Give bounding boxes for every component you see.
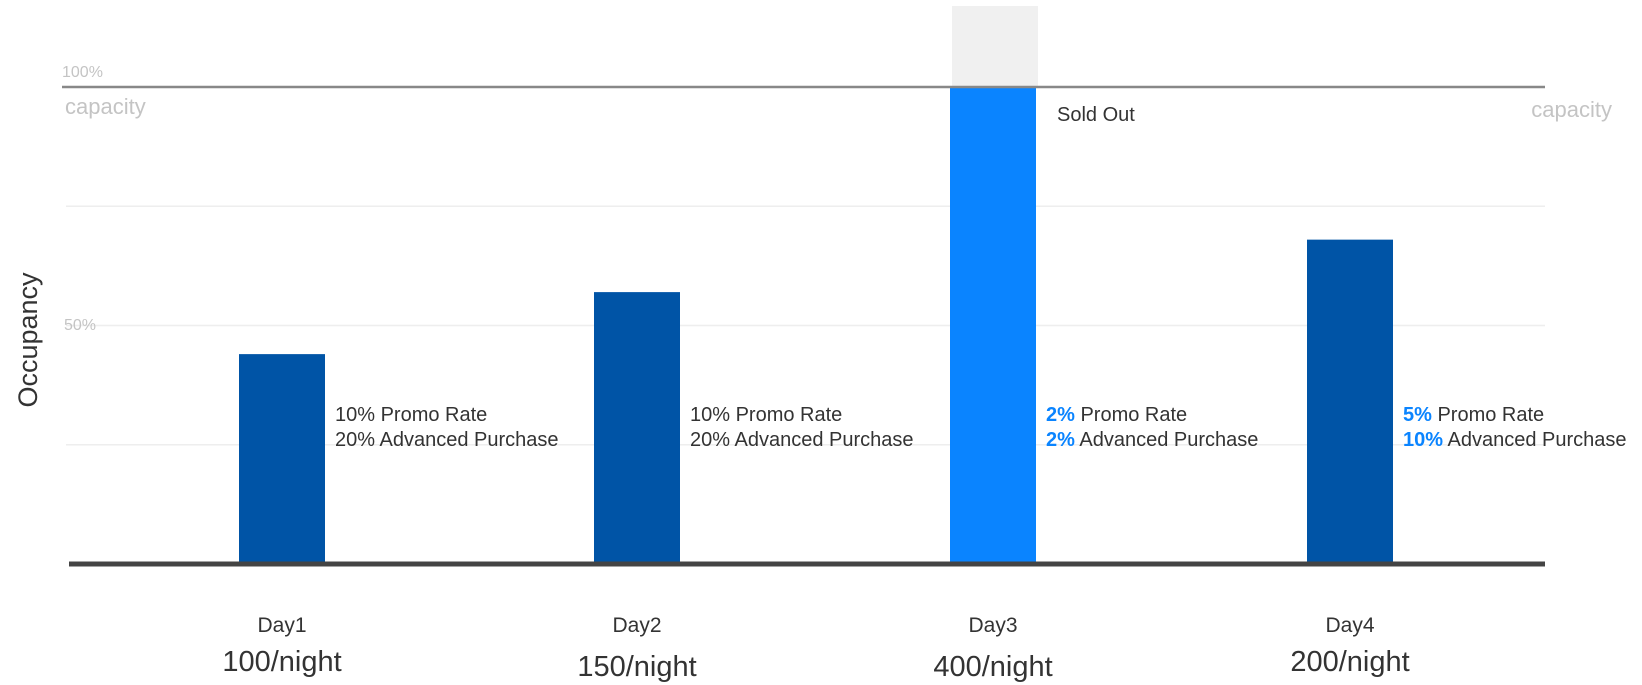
bar <box>1307 239 1393 564</box>
annotation-promo-line: 5% Promo Rate <box>1403 404 1544 426</box>
annotation-advanced-value: 20% <box>690 429 730 451</box>
annotation-promo-value: 2% <box>1046 404 1075 426</box>
y-axis-title: Occupancy <box>13 272 43 408</box>
x-tick-label: Day2 <box>612 614 661 637</box>
annotation-advanced-value: 10% <box>1403 429 1443 451</box>
rate-label: 100/night <box>222 646 341 678</box>
annotation-promo-value: 10% <box>690 404 730 426</box>
bar <box>239 354 325 564</box>
annotation-promo-label: Promo Rate <box>730 404 842 426</box>
bar-sold-out <box>950 87 1036 564</box>
annotation-advanced-line: 2% Advanced Purchase <box>1046 429 1258 451</box>
sold-out-label: Sold Out <box>1057 104 1135 126</box>
annotation-advanced-line: 20% Advanced Purchase <box>690 429 914 451</box>
annotation-promo-line: 2% Promo Rate <box>1046 404 1187 426</box>
annotation-promo-line: 10% Promo Rate <box>335 404 487 426</box>
annotation-promo-value: 10% <box>335 404 375 426</box>
annotation-promo-label: Promo Rate <box>1432 404 1544 426</box>
annotation-advanced-line: 20% Advanced Purchase <box>335 429 559 451</box>
annotation-advanced-label: Advanced Purchase <box>730 429 913 451</box>
annotation-advanced-line: 10% Advanced Purchase <box>1403 429 1627 451</box>
annotation-advanced-label: Advanced Purchase <box>1443 429 1626 451</box>
annotation-advanced-value: 2% <box>1046 429 1075 451</box>
labels: 100% 50% capacity capacity Occupancy Sold Out… <box>13 64 1627 683</box>
rate-label: 150/night <box>577 651 696 683</box>
overflow-demand-bar <box>952 6 1038 87</box>
annotation-advanced-label: Advanced Purchase <box>1075 429 1258 451</box>
capacity-label: capacity <box>65 94 146 119</box>
x-tick-label: Day1 <box>257 614 306 637</box>
annotation-promo-label: Promo Rate <box>1075 404 1187 426</box>
capacity-label: capacity <box>1531 97 1612 122</box>
x-tick-label: Day4 <box>1325 614 1374 637</box>
annotation-promo-label: Promo Rate <box>375 404 487 426</box>
y-tick-label: 50% <box>64 317 96 334</box>
bars <box>239 6 1393 564</box>
reference-lines <box>62 85 1545 567</box>
x-tick-label: Day3 <box>968 614 1017 637</box>
annotation-promo-value: 5% <box>1403 404 1432 426</box>
rate-label: 200/night <box>1290 646 1409 678</box>
bar <box>594 292 680 564</box>
y-tick-label: 100% <box>62 64 103 81</box>
rate-label: 400/night <box>933 651 1052 683</box>
annotation-advanced-label: Advanced Purchase <box>375 429 558 451</box>
annotation-advanced-value: 20% <box>335 429 375 451</box>
annotation-promo-line: 10% Promo Rate <box>690 404 842 426</box>
